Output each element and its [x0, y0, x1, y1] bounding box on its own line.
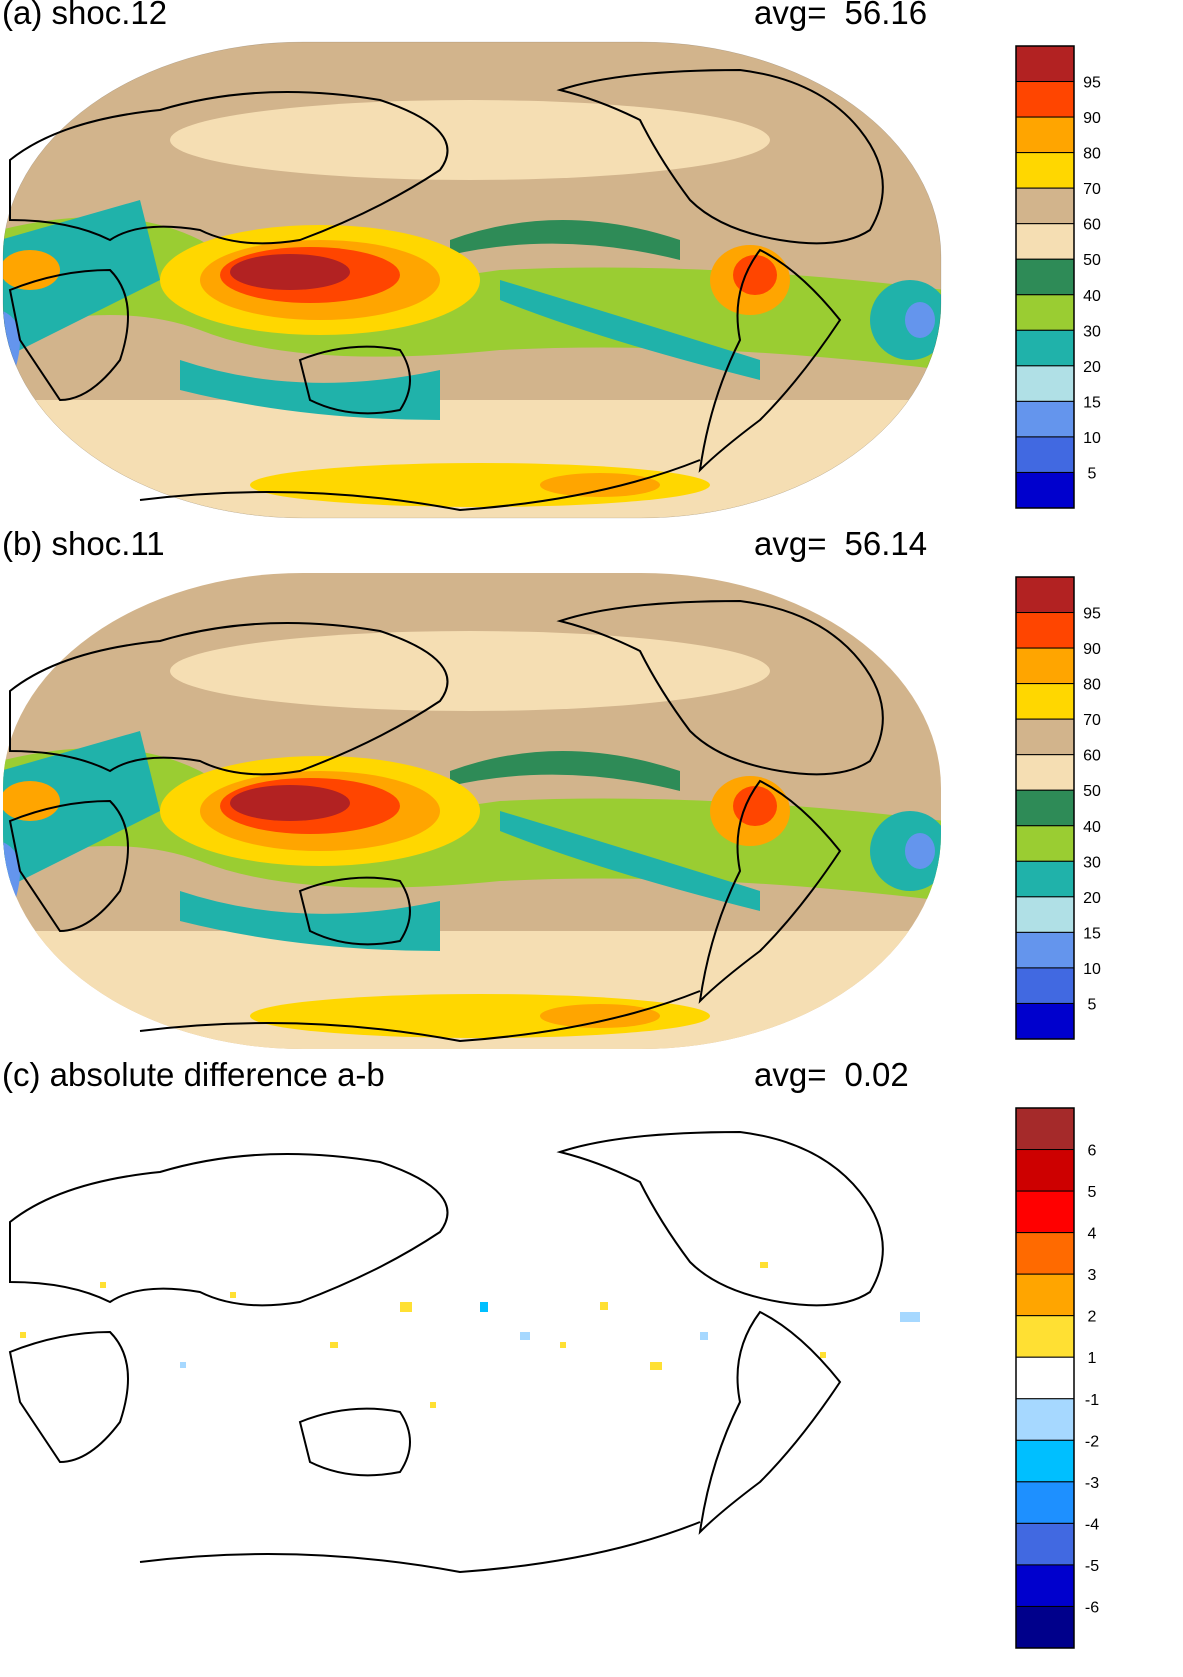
colorbar-swatch: [1015, 1481, 1075, 1524]
colorbar-tick-label: 2: [1088, 1309, 1097, 1326]
colorbar-swatch: [1015, 294, 1075, 331]
colorbar-swatch: [1015, 400, 1075, 438]
colorbar-swatch: [1015, 1002, 1075, 1040]
colorbar-swatch: [1015, 1232, 1075, 1275]
colorbar-frame: [1015, 45, 1075, 509]
colorbar-swatch: [1015, 896, 1075, 933]
colorbar-tick-label: 15: [1083, 925, 1101, 942]
colorbar-swatch: [1015, 1605, 1075, 1649]
colorbar-swatch: [1015, 471, 1075, 509]
panel-c-avg-value: 0.02: [844, 1056, 909, 1093]
colorbar-tick-label: 20: [1083, 890, 1101, 907]
colorbar-tick-label: 50: [1083, 252, 1101, 269]
colorbar-swatch: [1015, 81, 1075, 118]
colorbar-tick-label: 95: [1083, 75, 1101, 92]
panel-c-average: avg= 0.02: [754, 1056, 909, 1094]
colorbar-swatch: [1015, 152, 1075, 189]
panel-b-title: (b) shoc.11: [2, 525, 165, 562]
colorbar-swatch: [1015, 718, 1075, 756]
colorbar-swatch: [1015, 45, 1075, 83]
colorbar-tick-label: 80: [1083, 677, 1101, 694]
colorbar-tick-label: 10: [1083, 961, 1101, 978]
colorbar-tick-label: 4: [1088, 1226, 1097, 1243]
colorbar-swatch: [1015, 1149, 1075, 1192]
colorbar-swatch: [1015, 1439, 1075, 1483]
panel-a-avg-value: 56.16: [844, 0, 928, 31]
colorbar-swatch: [1015, 1273, 1075, 1317]
colorbar-tick-label: 6: [1088, 1143, 1097, 1160]
colorbar-swatch: [1015, 931, 1075, 969]
colorbar-tick-label: 90: [1083, 110, 1101, 127]
panel-b-average: avg= 56.14: [754, 525, 927, 563]
colorbar-swatch: [1015, 116, 1075, 154]
colorbar-tick-label: 30: [1083, 854, 1101, 871]
panel-c-map: [8, 1130, 920, 1574]
panel-c-title: (c) absolute difference a-b: [2, 1056, 385, 1093]
colorbar-tick-label: 20: [1083, 359, 1101, 376]
panel-b-colorbar: 95 90 80 70 60 50 40 30 20 15 10 5: [1015, 576, 1101, 1040]
colorbar-swatch: [1015, 436, 1075, 473]
colorbar-swatch: [1015, 1522, 1075, 1566]
panel-a-colorbar: 95 90 80 70 60 50 40 30 20 15 10 5: [1015, 45, 1101, 509]
colorbar-tick-label: -5: [1085, 1558, 1099, 1575]
colorbar-swatch: [1015, 1315, 1075, 1358]
colorbar-tick-label: 1: [1088, 1350, 1097, 1367]
colorbar-tick-label: 5: [1088, 996, 1097, 1013]
colorbar-swatch: [1015, 967, 1075, 1004]
colorbar-tick-label: 60: [1083, 748, 1101, 765]
colorbar-swatch: [1015, 683, 1075, 720]
colorbar-tick-label: 90: [1083, 641, 1101, 658]
colorbar-tick-label: 60: [1083, 217, 1101, 234]
colorbar-swatch: [1015, 1107, 1075, 1151]
colorbar-frame: [1015, 1107, 1075, 1649]
colorbar-swatch: [1015, 647, 1075, 685]
colorbar-tick-label: 70: [1083, 181, 1101, 198]
panel-a-average: avg= 56.16: [754, 0, 927, 32]
colorbar-frame: [1015, 576, 1075, 1040]
colorbar-tick-label: 3: [1088, 1267, 1097, 1284]
colorbar-tick-label: 5: [1088, 1184, 1097, 1201]
colorbar-swatch: [1015, 612, 1075, 649]
panel-c-avg-label: avg=: [754, 1056, 827, 1093]
colorbar-tick-label: 70: [1083, 712, 1101, 729]
colorbar-tick-label: 50: [1083, 783, 1101, 800]
colorbar-swatch: [1015, 825, 1075, 862]
colorbar-swatch: [1015, 223, 1075, 260]
colorbar-tick-label: 10: [1083, 430, 1101, 447]
colorbar-swatch: [1015, 1564, 1075, 1607]
colorbar-tick-label: 80: [1083, 146, 1101, 163]
colorbar-tick-label: -4: [1085, 1516, 1099, 1533]
colorbar-swatch: [1015, 365, 1075, 402]
colorbar-swatch: [1015, 329, 1075, 367]
difference-speckles: [20, 1262, 920, 1408]
panel-a-map: [2, 41, 942, 519]
panel-b-avg-label: avg=: [754, 525, 827, 562]
colorbar-swatch: [1015, 1398, 1075, 1441]
colorbar-tick-label: 30: [1083, 323, 1101, 340]
panel-a-title: (a) shoc.12: [2, 0, 168, 31]
colorbar-tick-label: -1: [1085, 1392, 1099, 1409]
colorbar-tick-label: 5: [1088, 465, 1097, 482]
colorbar-swatch: [1015, 576, 1075, 614]
colorbar-tick-label: 95: [1083, 606, 1101, 623]
colorbar-tick-label: 40: [1083, 819, 1101, 836]
colorbar-swatch: [1015, 860, 1075, 898]
colorbar-tick-label: -3: [1085, 1475, 1099, 1492]
colorbar-tick-label: 40: [1083, 288, 1101, 305]
panel-c-colorbar: 6 5 4 3 2 1 -1 -2 -3 -4 -5 -6: [1015, 1107, 1099, 1649]
colorbar-swatch: [1015, 789, 1075, 827]
colorbar-tick-label: -2: [1085, 1433, 1099, 1450]
colorbar-swatch: [1015, 1190, 1075, 1234]
panel-a-avg-label: avg=: [754, 0, 827, 31]
colorbar-swatch: [1015, 754, 1075, 791]
colorbar-tick-label: -6: [1085, 1599, 1099, 1616]
colorbar-tick-label: 15: [1083, 394, 1101, 411]
panel-b-map: [3, 573, 941, 1049]
colorbar-swatch: [1015, 187, 1075, 225]
colorbar-swatch: [1015, 1356, 1075, 1400]
panel-b-avg-value: 56.14: [844, 525, 928, 562]
colorbar-swatch: [1015, 258, 1075, 296]
